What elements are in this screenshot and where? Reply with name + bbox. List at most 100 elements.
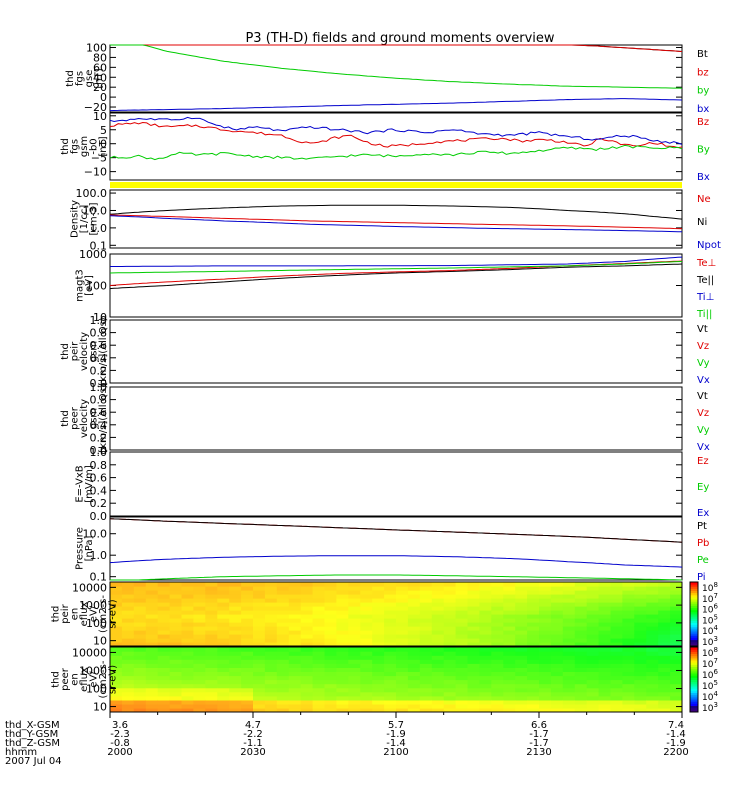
spectrogram-cell	[598, 626, 612, 631]
spectrogram-cell	[479, 610, 492, 615]
spectrogram-cell	[348, 590, 361, 595]
time-axis-value: -0.8	[110, 738, 130, 749]
spectrogram-cell	[217, 667, 230, 672]
spectrogram-cell	[443, 655, 457, 660]
spectrogram-cell	[443, 638, 457, 643]
spectrogram-cell	[276, 610, 290, 615]
spectrogram-cell	[133, 642, 147, 646]
spectrogram-cell	[205, 671, 218, 677]
spectrogram-cell	[145, 634, 159, 639]
spectrogram-cell	[419, 602, 433, 607]
spectrogram-cell	[467, 642, 480, 646]
spectrogram-cell	[264, 610, 278, 615]
spectrogram-cell	[169, 659, 183, 664]
spectrogram-cell	[670, 642, 682, 646]
spectrogram-cell	[229, 695, 242, 701]
spectrogram-cell	[169, 707, 183, 712]
spectrogram-cell	[181, 655, 194, 660]
spectrogram-cell	[312, 606, 326, 611]
spectrogram-cell	[419, 655, 433, 660]
spectrogram-cell	[157, 634, 171, 639]
y-tick-label: 0.8	[90, 327, 108, 340]
spectrogram-cell	[527, 691, 540, 697]
spectrogram-cell	[181, 586, 194, 591]
spectrogram-cell	[658, 699, 671, 705]
spectrogram-cell	[360, 586, 373, 591]
colorbar-cell	[690, 705, 698, 709]
spectrogram-cell	[372, 594, 385, 599]
spectrogram-cell	[241, 638, 254, 643]
spectrogram-cell	[574, 675, 588, 681]
spectrogram-cell	[396, 590, 409, 595]
spectrogram-cell	[288, 671, 302, 677]
spectrogram-cell	[133, 630, 147, 635]
spectrogram-cell	[550, 703, 564, 709]
spectrogram-cell	[455, 630, 469, 635]
spectrogram-cell	[205, 655, 218, 660]
spectrogram-cell	[396, 699, 409, 705]
spectrogram-cell	[372, 671, 385, 677]
spectrogram-cell	[121, 691, 135, 697]
spectrogram-cell	[348, 586, 361, 591]
spectrogram-cell	[491, 695, 504, 701]
y-axis-label: E=-VxB[mV/m]	[74, 465, 95, 503]
spectrogram-cell	[407, 679, 421, 685]
spectrogram-cell	[157, 622, 171, 627]
legend-entry: Pt	[697, 521, 707, 532]
spectrogram-cell	[515, 590, 528, 595]
spectrogram-cell	[133, 651, 147, 656]
time-axis-value: 2100	[383, 747, 408, 758]
spectrogram-cell	[527, 703, 540, 709]
spectrogram-cell	[622, 651, 635, 656]
spectrogram-cell	[479, 655, 492, 660]
spectrogram-cell	[348, 614, 361, 619]
spectrogram-cell	[634, 618, 647, 623]
spectrogram-cell	[598, 594, 612, 599]
spectrogram-cell	[407, 699, 421, 705]
colorbar-cell	[690, 633, 698, 636]
spectrogram-cell	[550, 647, 564, 652]
spectrogram-cell	[515, 618, 528, 623]
spectrogram-cell	[145, 582, 159, 587]
spectrogram-cell	[562, 622, 576, 627]
colorbar-label: 105	[702, 613, 718, 626]
spectrogram-cell	[622, 622, 635, 627]
spectrogram-cell	[598, 667, 612, 672]
spectrogram-cell	[324, 594, 337, 599]
colorbar-label: 107	[702, 592, 718, 605]
spectrogram-cell	[205, 642, 218, 646]
spectrogram-cell	[562, 594, 576, 599]
spectrogram-cell	[658, 610, 671, 615]
y-tick-label: 10	[93, 701, 107, 714]
spectrogram-cell	[467, 707, 480, 712]
spectrogram-cell	[312, 703, 326, 709]
spectrogram-cell	[276, 642, 290, 646]
spectrogram-cell	[121, 610, 135, 615]
spectrogram-cell	[670, 695, 682, 701]
colorbar-cell	[690, 668, 698, 672]
y-tick-label: 1.0	[90, 549, 108, 562]
spectrogram-cell	[300, 683, 314, 689]
spectrogram-cell	[241, 655, 254, 660]
spectrogram-cell	[550, 606, 564, 611]
spectrogram-cell	[598, 655, 612, 660]
spectrogram-cell	[419, 626, 433, 631]
spectrogram-cell	[455, 671, 469, 677]
spectrogram-cell	[121, 671, 135, 677]
series-line-Ti||	[109, 261, 683, 274]
spectrogram-cell	[229, 614, 242, 619]
spectrogram-cell	[121, 594, 135, 599]
legend-entry: Te||	[696, 275, 714, 286]
spectrogram-cell	[348, 642, 361, 646]
time-axis-value: -1.7	[529, 738, 549, 749]
spectrogram-cell	[396, 675, 409, 681]
spectrogram-cell	[288, 602, 302, 607]
spectrogram-cell	[372, 675, 385, 681]
spectrogram-cell	[503, 610, 516, 615]
spectrogram-cell	[670, 582, 682, 587]
spectrogram-cell	[527, 606, 540, 611]
spectrogram-cell	[479, 642, 492, 646]
spectrogram-cell	[539, 622, 552, 627]
spectrogram-cell	[360, 659, 373, 664]
spectrogram-cell	[193, 683, 206, 689]
